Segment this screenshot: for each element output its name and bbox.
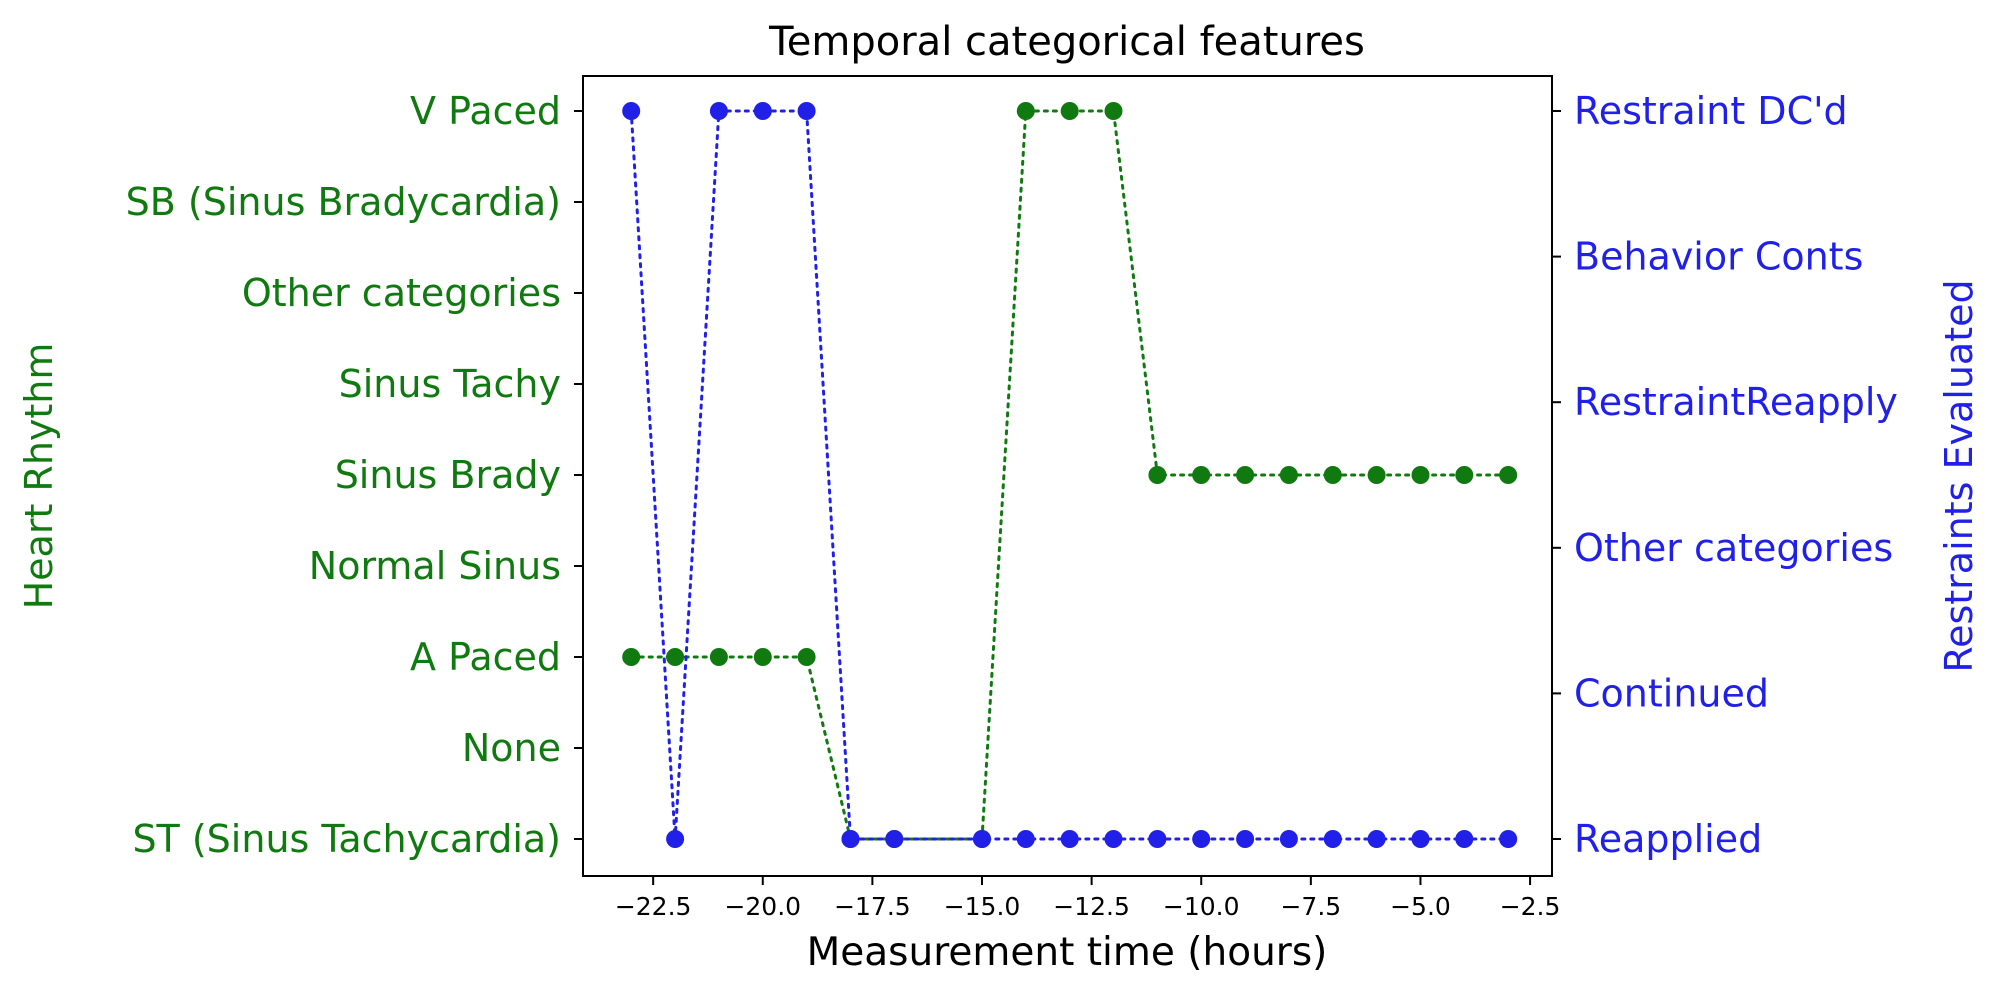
x-axis-label: Measurement time (hours) [807, 930, 1328, 975]
data-point-right [666, 830, 685, 848]
left-tick-label: V Paced [410, 89, 561, 133]
data-point-left [666, 648, 685, 666]
data-point-right [1148, 830, 1167, 848]
left-tick-label: A Paced [410, 635, 561, 679]
data-point-left [1192, 466, 1211, 484]
data-point-left [797, 648, 816, 666]
data-point-left [1455, 466, 1474, 484]
right-y-axis: Reapplied Continued Other categories Restra… [1552, 89, 1898, 861]
left-tick-label: Sinus Tachy [339, 362, 561, 406]
data-point-right [797, 102, 816, 120]
left-tick-label: Other categories [242, 271, 561, 315]
data-point-right [1104, 830, 1123, 848]
data-point-right [1323, 830, 1342, 848]
data-point-left [1279, 466, 1298, 484]
x-tick-label: −15.0 [944, 892, 1021, 921]
data-point-left [1323, 466, 1342, 484]
data-point-left [1236, 466, 1255, 484]
data-point-left [1367, 466, 1386, 484]
x-tick-label: −2.5 [1500, 892, 1561, 921]
left-tick-label: Normal Sinus [309, 544, 561, 588]
data-point-left [753, 648, 772, 666]
left-y-axis-label: Heart Rhythm [17, 343, 61, 610]
x-tick-label: −22.5 [615, 892, 692, 921]
right-tick-label: Other categories [1574, 526, 1893, 570]
data-point-right [841, 830, 860, 848]
x-tick-label: −5.0 [1390, 892, 1451, 921]
data-point-right [1192, 830, 1211, 848]
right-y-axis-label: Restraints Evaluated [1937, 279, 1981, 672]
data-point-right [1499, 830, 1518, 848]
right-tick-label: Behavior Conts [1574, 235, 1863, 279]
data-point-right [973, 830, 991, 848]
left-tick-label: SB (Sinus Bradycardia) [126, 180, 561, 224]
plot-layer [622, 102, 1518, 848]
x-tick-label: −12.5 [1053, 892, 1130, 921]
right-tick-label: Continued [1574, 671, 1769, 715]
x-tick-label: −7.5 [1280, 892, 1341, 921]
left-y-axis: ST (Sinus Tachycardia) None A Paced Normal … [126, 89, 583, 861]
left-tick-label: ST (Sinus Tachycardia) [132, 817, 561, 861]
data-point-right [753, 102, 772, 120]
data-point-right [1455, 830, 1474, 848]
data-point-left [1411, 466, 1430, 484]
data-point-left [1148, 466, 1167, 484]
data-point-left [709, 648, 728, 666]
left-tick-label: Sinus Brady [335, 453, 561, 497]
data-point-right [1236, 830, 1255, 848]
x-tick-label: −17.5 [834, 892, 911, 921]
x-axis: −22.5 −20.0 −17.5 −15.0 −12.5 −10.0 −7.5 −5.0 −2… [615, 876, 1561, 921]
data-point-left [1499, 466, 1518, 484]
x-tick-label: −10.0 [1163, 892, 1240, 921]
right-tick-label: Reapplied [1574, 817, 1762, 861]
data-point-left [622, 648, 641, 666]
chart-title: Temporal categorical features [768, 19, 1365, 65]
right-tick-label: RestraintReapply [1574, 380, 1898, 424]
left-tick-label: None [462, 726, 561, 770]
data-point-right [1279, 830, 1298, 848]
x-tick-label: −20.0 [724, 892, 801, 921]
data-point-right [709, 102, 728, 120]
data-point-right [1411, 830, 1430, 848]
data-point-right [622, 102, 641, 120]
data-point-left [1016, 102, 1035, 120]
data-point-right [1016, 830, 1035, 848]
data-point-left [1060, 102, 1079, 120]
right-tick-label: Restraint DC'd [1574, 89, 1848, 133]
data-point-left [1104, 102, 1123, 120]
data-point-right [885, 830, 904, 848]
data-point-right [1367, 830, 1386, 848]
data-point-right [1060, 830, 1079, 848]
